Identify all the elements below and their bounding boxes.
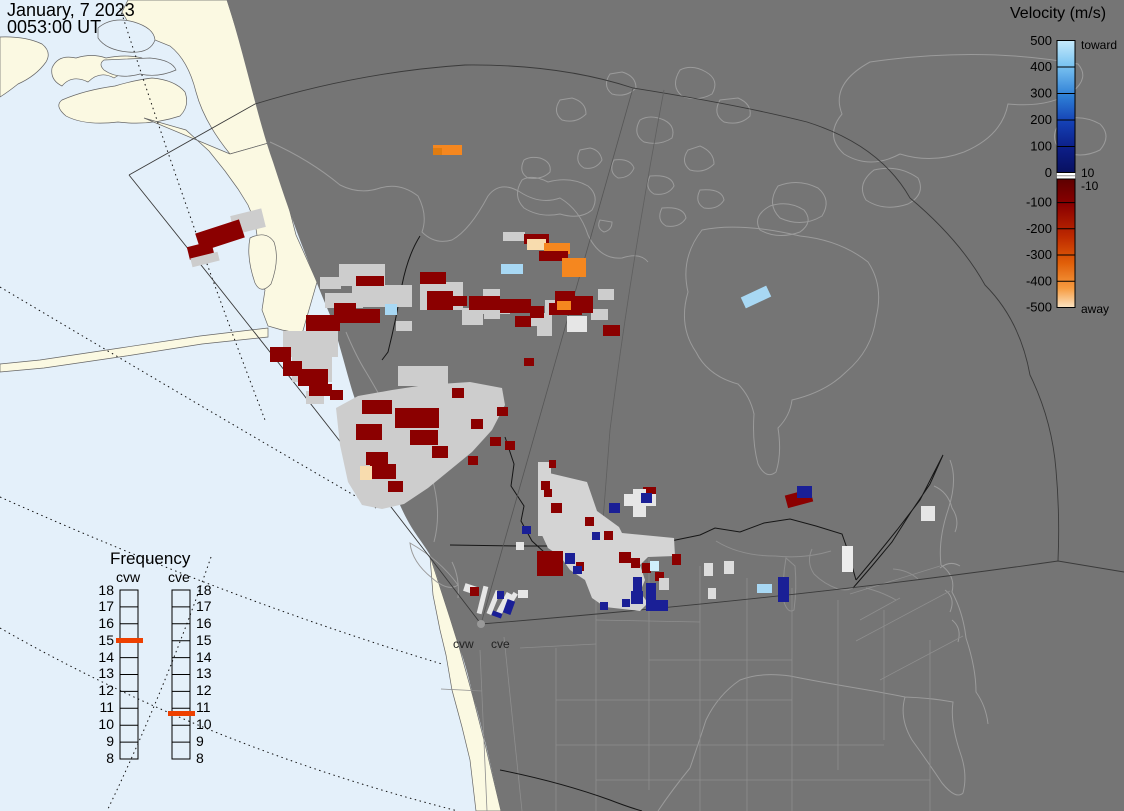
- svg-text:9: 9: [196, 733, 204, 749]
- svg-text:-10: -10: [1081, 179, 1099, 193]
- svg-text:cvw: cvw: [116, 569, 141, 585]
- svg-text:-400: -400: [1026, 273, 1052, 288]
- svg-text:13: 13: [98, 665, 114, 681]
- svg-text:-100: -100: [1026, 195, 1052, 210]
- svg-text:17: 17: [196, 598, 212, 614]
- svg-text:0: 0: [1045, 165, 1052, 180]
- svg-text:200: 200: [1030, 112, 1052, 127]
- svg-text:17: 17: [98, 598, 114, 614]
- svg-text:300: 300: [1030, 86, 1052, 101]
- svg-text:10: 10: [1081, 166, 1095, 180]
- svg-text:13: 13: [196, 665, 212, 681]
- svg-text:12: 12: [98, 682, 114, 698]
- svg-text:10: 10: [98, 716, 114, 732]
- svg-text:away: away: [1081, 302, 1109, 316]
- svg-text:500: 500: [1030, 33, 1052, 48]
- svg-text:15: 15: [98, 632, 114, 648]
- svg-text:cve: cve: [491, 637, 510, 651]
- svg-text:Velocity (m/s): Velocity (m/s): [1010, 5, 1106, 22]
- svg-text:15: 15: [196, 632, 212, 648]
- svg-text:16: 16: [98, 615, 114, 631]
- svg-text:-500: -500: [1026, 300, 1052, 315]
- svg-text:400: 400: [1030, 59, 1052, 74]
- svg-text:8: 8: [196, 750, 204, 766]
- svg-text:12: 12: [196, 682, 212, 698]
- svg-text:January, 7 2023: January, 7 2023: [7, 0, 135, 20]
- svg-text:cvw: cvw: [453, 637, 474, 651]
- svg-text:-300: -300: [1026, 247, 1052, 262]
- svg-text:10: 10: [196, 716, 212, 732]
- svg-text:100: 100: [1030, 139, 1052, 154]
- svg-text:14: 14: [196, 649, 212, 665]
- svg-text:11: 11: [99, 699, 114, 715]
- svg-text:toward: toward: [1081, 38, 1117, 52]
- svg-text:11: 11: [196, 699, 211, 715]
- svg-text:14: 14: [98, 649, 114, 665]
- svg-text:18: 18: [196, 582, 212, 598]
- svg-text:9: 9: [106, 733, 114, 749]
- svg-text:-200: -200: [1026, 221, 1052, 236]
- svg-text:Frequency: Frequency: [110, 549, 191, 568]
- svg-text:8: 8: [106, 750, 114, 766]
- svg-text:cve: cve: [168, 569, 190, 585]
- svg-text:0053:00 UT: 0053:00 UT: [7, 17, 101, 37]
- svg-text:18: 18: [98, 582, 114, 598]
- svg-text:16: 16: [196, 615, 212, 631]
